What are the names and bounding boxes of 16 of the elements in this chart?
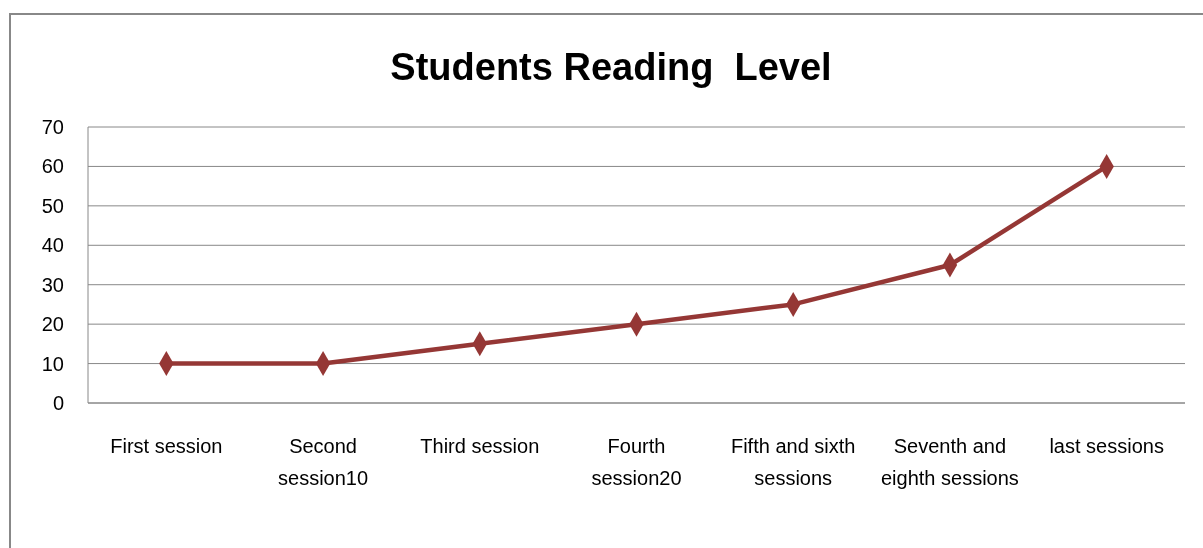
y-tick-label: 20 [41,313,64,336]
x-tick-label: Second session10 [278,435,369,489]
x-tick-label: Seventh and eighth sessions [880,435,1019,489]
y-tick-label: 30 [41,273,64,296]
x-tick-label: last sessions [1049,435,1164,457]
y-tick-label: 50 [41,194,64,217]
y-tick-label: 60 [41,155,64,178]
x-tick-label: Fourth session20 [591,435,682,489]
y-tick-label: 10 [41,352,64,375]
x-tick-label: Fifth and sixth sessions [730,435,856,489]
x-tick-label: First session [110,435,223,457]
y-tick-label: 40 [41,234,64,257]
y-tick-label: 0 [52,392,64,414]
chart-title: Students Reading Level [390,46,832,88]
x-tick-label: Third session [420,435,540,457]
y-tick-label: 70 [41,116,64,138]
